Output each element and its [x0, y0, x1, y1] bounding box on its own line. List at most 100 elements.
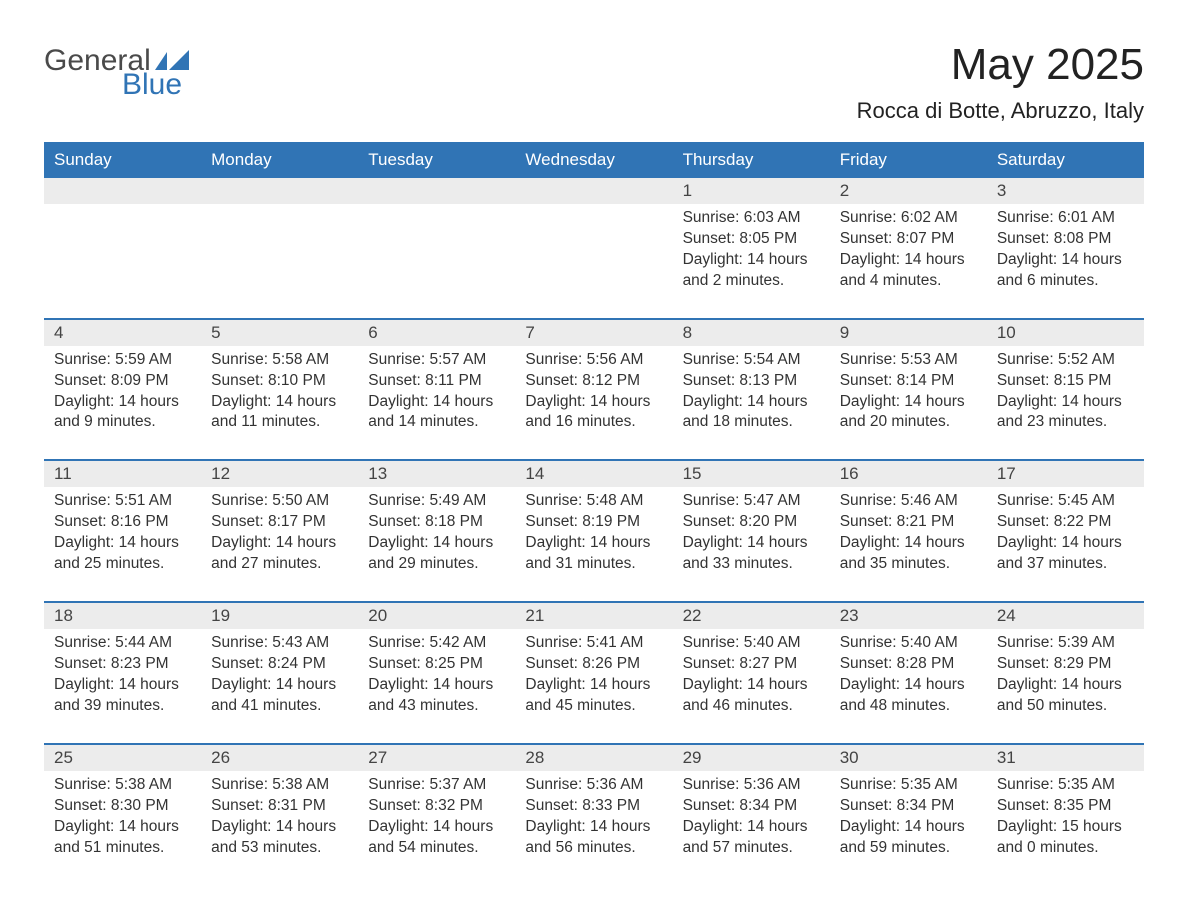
- cell-text-day2: and 25 minutes.: [54, 554, 191, 575]
- calendar-header-day: Thursday: [673, 142, 830, 178]
- day-number: 28: [515, 745, 672, 771]
- cell-text-sunrise: Sunrise: 6:03 AM: [683, 208, 820, 229]
- cell-text-day2: and 35 minutes.: [840, 554, 977, 575]
- cell-text-sunrise: Sunrise: 5:41 AM: [525, 633, 662, 654]
- day-number: 4: [44, 320, 201, 346]
- cell-text-sunrise: Sunrise: 5:38 AM: [211, 775, 348, 796]
- cell-text-day1: Daylight: 14 hours: [840, 675, 977, 696]
- cell-text-day2: and 0 minutes.: [997, 838, 1134, 859]
- calendar-header-day: Saturday: [987, 142, 1144, 178]
- calendar-cell: 26Sunrise: 5:38 AMSunset: 8:31 PMDayligh…: [201, 745, 358, 885]
- cell-text-sunset: Sunset: 8:27 PM: [683, 654, 820, 675]
- cell-text-sunrise: Sunrise: 5:39 AM: [997, 633, 1134, 654]
- cell-text-sunrise: Sunrise: 5:59 AM: [54, 350, 191, 371]
- month-title: May 2025: [857, 40, 1144, 90]
- cell-text-sunset: Sunset: 8:25 PM: [368, 654, 505, 675]
- calendar-cell: [515, 178, 672, 318]
- calendar-week: 4Sunrise: 5:59 AMSunset: 8:09 PMDaylight…: [44, 318, 1144, 460]
- cell-text-day2: and 39 minutes.: [54, 696, 191, 717]
- cell-text-day1: Daylight: 14 hours: [683, 533, 820, 554]
- cell-text-sunset: Sunset: 8:20 PM: [683, 512, 820, 533]
- calendar-cell: 17 Sunrise: 5:45 AMSunset: 8:22 PMDayligh…: [987, 461, 1144, 601]
- cell-text-day2: and 18 minutes.: [683, 412, 820, 433]
- day-number: [44, 178, 201, 204]
- cell-text-sunrise: Sunrise: 5:52 AM: [997, 350, 1134, 371]
- location-label: Rocca di Botte, Abruzzo, Italy: [857, 98, 1144, 124]
- calendar-cell: 13Sunrise: 5:49 AMSunset: 8:18 PMDayligh…: [358, 461, 515, 601]
- cell-text-sunrise: Sunrise: 6:01 AM: [997, 208, 1134, 229]
- calendar-cell: 27Sunrise: 5:37 AMSunset: 8:32 PMDayligh…: [358, 745, 515, 885]
- cell-text-day1: Daylight: 14 hours: [840, 250, 977, 271]
- cell-text-day1: Daylight: 14 hours: [683, 250, 820, 271]
- cell-text-day1: Daylight: 14 hours: [997, 250, 1134, 271]
- calendar-cell: 22Sunrise: 5:40 AMSunset: 8:27 PMDayligh…: [673, 603, 830, 743]
- day-number: 25: [44, 745, 201, 771]
- cell-text-sunset: Sunset: 8:14 PM: [840, 371, 977, 392]
- cell-text-sunrise: Sunrise: 5:38 AM: [54, 775, 191, 796]
- calendar-cell: [201, 178, 358, 318]
- cell-text-day1: Daylight: 14 hours: [211, 392, 348, 413]
- cell-text-sunset: Sunset: 8:23 PM: [54, 654, 191, 675]
- cell-text-day1: Daylight: 14 hours: [997, 533, 1134, 554]
- calendar-cell: 6Sunrise: 5:57 AMSunset: 8:11 PMDaylight…: [358, 320, 515, 460]
- day-number: 16: [830, 461, 987, 487]
- cell-text-sunset: Sunset: 8:13 PM: [683, 371, 820, 392]
- day-number: 23: [830, 603, 987, 629]
- calendar-week: 25Sunrise: 5:38 AMSunset: 8:30 PMDayligh…: [44, 743, 1144, 885]
- day-number: 10: [987, 320, 1144, 346]
- brand-shape-icon: [155, 48, 189, 70]
- cell-text-sunset: Sunset: 8:35 PM: [997, 796, 1134, 817]
- cell-text-day2: and 27 minutes.: [211, 554, 348, 575]
- cell-text-sunset: Sunset: 8:31 PM: [211, 796, 348, 817]
- cell-text-sunset: Sunset: 8:32 PM: [368, 796, 505, 817]
- day-number: 6: [358, 320, 515, 346]
- calendar-header-day: Monday: [201, 142, 358, 178]
- cell-text-day1: Daylight: 14 hours: [525, 675, 662, 696]
- cell-text-day1: Daylight: 14 hours: [525, 533, 662, 554]
- calendar: SundayMondayTuesdayWednesdayThursdayFrid…: [44, 142, 1144, 884]
- cell-text-day1: Daylight: 14 hours: [683, 817, 820, 838]
- calendar-cell: 28Sunrise: 5:36 AMSunset: 8:33 PMDayligh…: [515, 745, 672, 885]
- cell-text-sunset: Sunset: 8:11 PM: [368, 371, 505, 392]
- cell-text-day2: and 50 minutes.: [997, 696, 1134, 717]
- cell-text-day2: and 45 minutes.: [525, 696, 662, 717]
- calendar-cell: 9Sunrise: 5:53 AMSunset: 8:14 PMDaylight…: [830, 320, 987, 460]
- cell-text-day1: Daylight: 14 hours: [54, 817, 191, 838]
- day-number: 13: [358, 461, 515, 487]
- cell-text-sunset: Sunset: 8:26 PM: [525, 654, 662, 675]
- cell-text-sunset: Sunset: 8:08 PM: [997, 229, 1134, 250]
- day-number: 27: [358, 745, 515, 771]
- calendar-cell: 10Sunrise: 5:52 AMSunset: 8:15 PMDayligh…: [987, 320, 1144, 460]
- calendar-cell: 11Sunrise: 5:51 AMSunset: 8:16 PMDayligh…: [44, 461, 201, 601]
- day-number: 29: [673, 745, 830, 771]
- day-number: 17: [987, 461, 1144, 487]
- day-number: 24: [987, 603, 1144, 629]
- cell-text-sunset: Sunset: 8:22 PM: [997, 512, 1134, 533]
- cell-text-sunset: Sunset: 8:05 PM: [683, 229, 820, 250]
- cell-text-day2: and 14 minutes.: [368, 412, 505, 433]
- cell-text-sunset: Sunset: 8:12 PM: [525, 371, 662, 392]
- day-number: 7: [515, 320, 672, 346]
- cell-text-sunrise: Sunrise: 5:43 AM: [211, 633, 348, 654]
- cell-text-day2: and 29 minutes.: [368, 554, 505, 575]
- calendar-body: 1Sunrise: 6:03 AMSunset: 8:05 PMDaylight…: [44, 178, 1144, 884]
- cell-text-sunrise: Sunrise: 5:47 AM: [683, 491, 820, 512]
- calendar-header-day: Tuesday: [358, 142, 515, 178]
- calendar-cell: 16Sunrise: 5:46 AMSunset: 8:21 PMDayligh…: [830, 461, 987, 601]
- title-block: May 2025 Rocca di Botte, Abruzzo, Italy: [857, 40, 1144, 124]
- cell-text-sunset: Sunset: 8:24 PM: [211, 654, 348, 675]
- cell-text-day1: Daylight: 14 hours: [997, 675, 1134, 696]
- cell-text-day2: and 11 minutes.: [211, 412, 348, 433]
- day-number: 1: [673, 178, 830, 204]
- cell-text-day2: and 23 minutes.: [997, 412, 1134, 433]
- calendar-cell: 12Sunrise: 5:50 AMSunset: 8:17 PMDayligh…: [201, 461, 358, 601]
- cell-text-day1: Daylight: 14 hours: [54, 392, 191, 413]
- cell-text-day1: Daylight: 14 hours: [997, 392, 1134, 413]
- cell-text-sunset: Sunset: 8:29 PM: [997, 654, 1134, 675]
- cell-text-sunrise: Sunrise: 5:45 AM: [997, 491, 1134, 512]
- cell-text-day1: Daylight: 14 hours: [840, 533, 977, 554]
- cell-text-sunset: Sunset: 8:19 PM: [525, 512, 662, 533]
- day-number: 31: [987, 745, 1144, 771]
- cell-text-day1: Daylight: 14 hours: [54, 675, 191, 696]
- day-number: 5: [201, 320, 358, 346]
